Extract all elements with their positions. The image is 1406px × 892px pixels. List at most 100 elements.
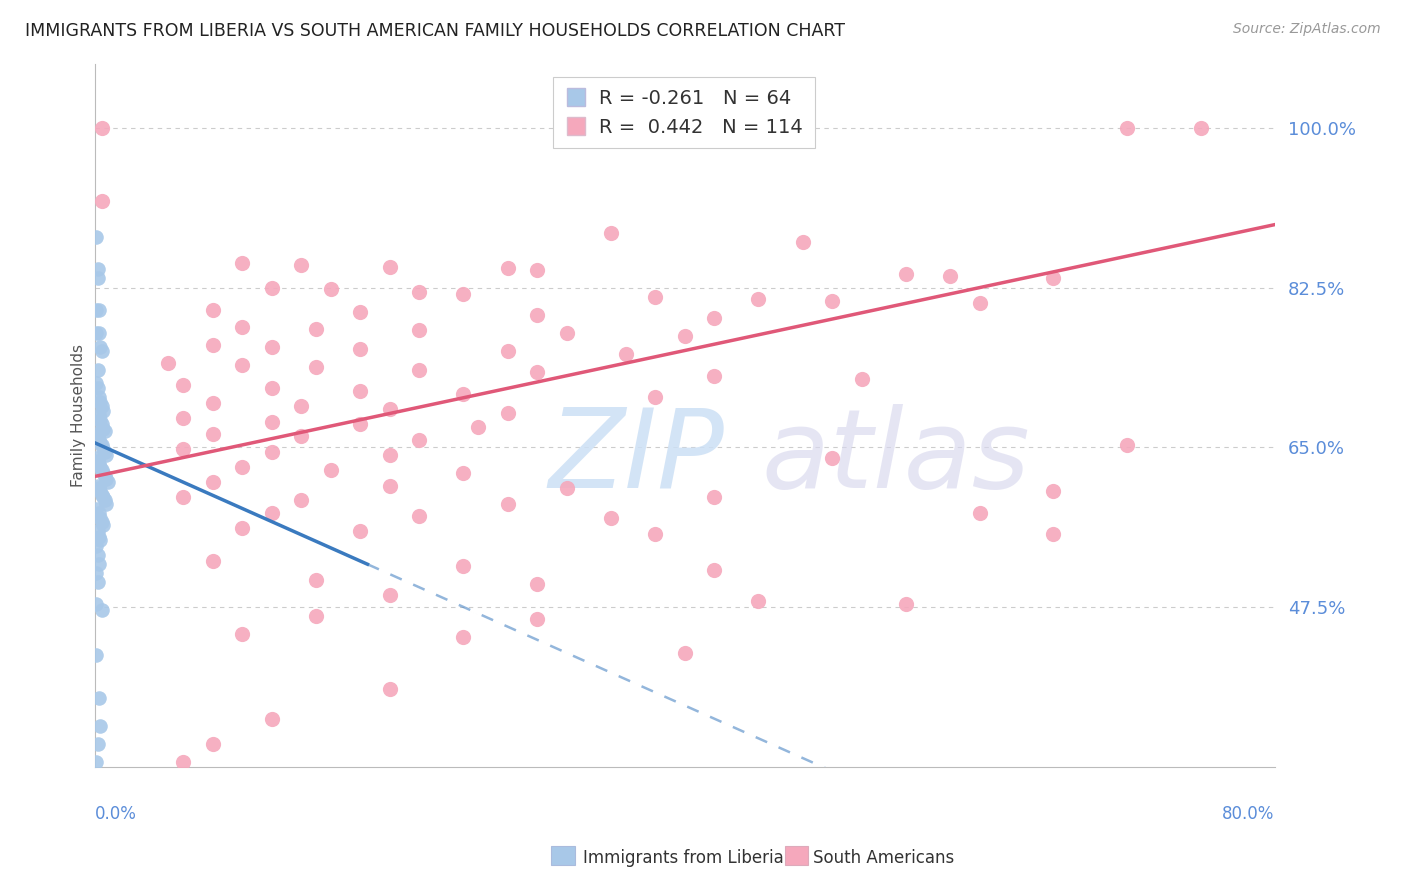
Point — [201, 303, 224, 318]
Point — [91, 438, 114, 452]
Point — [91, 399, 114, 413]
Point — [89, 484, 111, 499]
Point — [87, 506, 110, 520]
Point — [201, 396, 224, 410]
Point — [453, 558, 475, 573]
Point — [93, 517, 115, 532]
Point — [94, 424, 117, 438]
Point — [94, 493, 117, 508]
Point — [84, 426, 107, 441]
Point — [84, 451, 107, 466]
Point — [792, 235, 814, 249]
Point — [87, 530, 110, 544]
Point — [969, 296, 991, 310]
Point — [496, 344, 519, 359]
Point — [201, 737, 224, 751]
Point — [87, 481, 110, 495]
Point — [89, 340, 111, 354]
Legend: R = -0.261   N = 64, R =  0.442   N = 114: R = -0.261 N = 64, R = 0.442 N = 114 — [553, 78, 815, 148]
Point — [703, 310, 725, 325]
Point — [290, 429, 312, 443]
Point — [703, 491, 725, 505]
Point — [260, 280, 283, 294]
Point — [97, 475, 120, 489]
Text: atlas: atlas — [761, 404, 1031, 511]
Point — [231, 520, 253, 534]
Point — [453, 387, 475, 401]
Point — [378, 260, 401, 274]
Point — [84, 376, 107, 391]
Point — [260, 712, 283, 726]
Point — [91, 344, 114, 359]
Point — [408, 362, 430, 376]
Point — [93, 466, 115, 480]
Point — [1042, 484, 1064, 499]
Point — [496, 261, 519, 276]
Point — [93, 442, 115, 456]
Point — [84, 566, 107, 581]
Point — [305, 609, 328, 624]
Point — [201, 554, 224, 568]
Text: 0.0%: 0.0% — [94, 805, 136, 823]
Y-axis label: Family Households: Family Households — [72, 343, 86, 487]
Point — [644, 290, 666, 304]
Point — [378, 681, 401, 696]
Point — [1116, 120, 1139, 135]
Point — [86, 454, 108, 468]
Point — [86, 381, 108, 395]
Point — [84, 648, 107, 663]
Point — [526, 577, 548, 591]
Point — [96, 448, 118, 462]
Point — [201, 475, 224, 489]
Point — [172, 491, 194, 505]
Text: Source: ZipAtlas.com: Source: ZipAtlas.com — [1233, 22, 1381, 37]
Point — [260, 445, 283, 459]
Point — [644, 390, 666, 404]
Point — [89, 718, 111, 732]
Point — [555, 326, 578, 341]
Point — [305, 321, 328, 335]
Point — [172, 378, 194, 392]
Point — [1189, 120, 1212, 135]
Text: Immigrants from Liberia: Immigrants from Liberia — [583, 849, 785, 867]
Point — [96, 497, 118, 511]
Point — [94, 469, 117, 483]
Point — [378, 478, 401, 492]
Point — [86, 548, 108, 562]
Text: 80.0%: 80.0% — [1222, 805, 1275, 823]
Point — [87, 557, 110, 571]
Point — [91, 120, 114, 135]
Point — [87, 390, 110, 404]
Point — [91, 602, 114, 616]
Point — [821, 294, 844, 309]
Point — [87, 433, 110, 447]
Point — [84, 230, 107, 244]
Point — [89, 533, 111, 548]
Point — [703, 369, 725, 384]
Point — [851, 372, 873, 386]
Point — [84, 303, 107, 318]
Point — [1116, 438, 1139, 452]
Point — [142, 800, 165, 814]
Point — [408, 285, 430, 300]
Point — [93, 403, 115, 417]
Point — [201, 338, 224, 352]
Point — [89, 460, 111, 475]
Point — [89, 435, 111, 450]
Point — [305, 359, 328, 374]
Point — [86, 271, 108, 285]
Point — [172, 442, 194, 456]
Point — [86, 262, 108, 277]
Point — [86, 478, 108, 492]
Point — [526, 263, 548, 277]
Point — [86, 575, 108, 590]
Point — [87, 409, 110, 423]
Point — [172, 755, 194, 769]
Point — [599, 226, 621, 240]
Point — [84, 539, 107, 553]
Point — [747, 593, 769, 607]
Point — [349, 417, 371, 432]
Point — [644, 527, 666, 541]
Point — [157, 773, 180, 788]
Point — [453, 466, 475, 480]
